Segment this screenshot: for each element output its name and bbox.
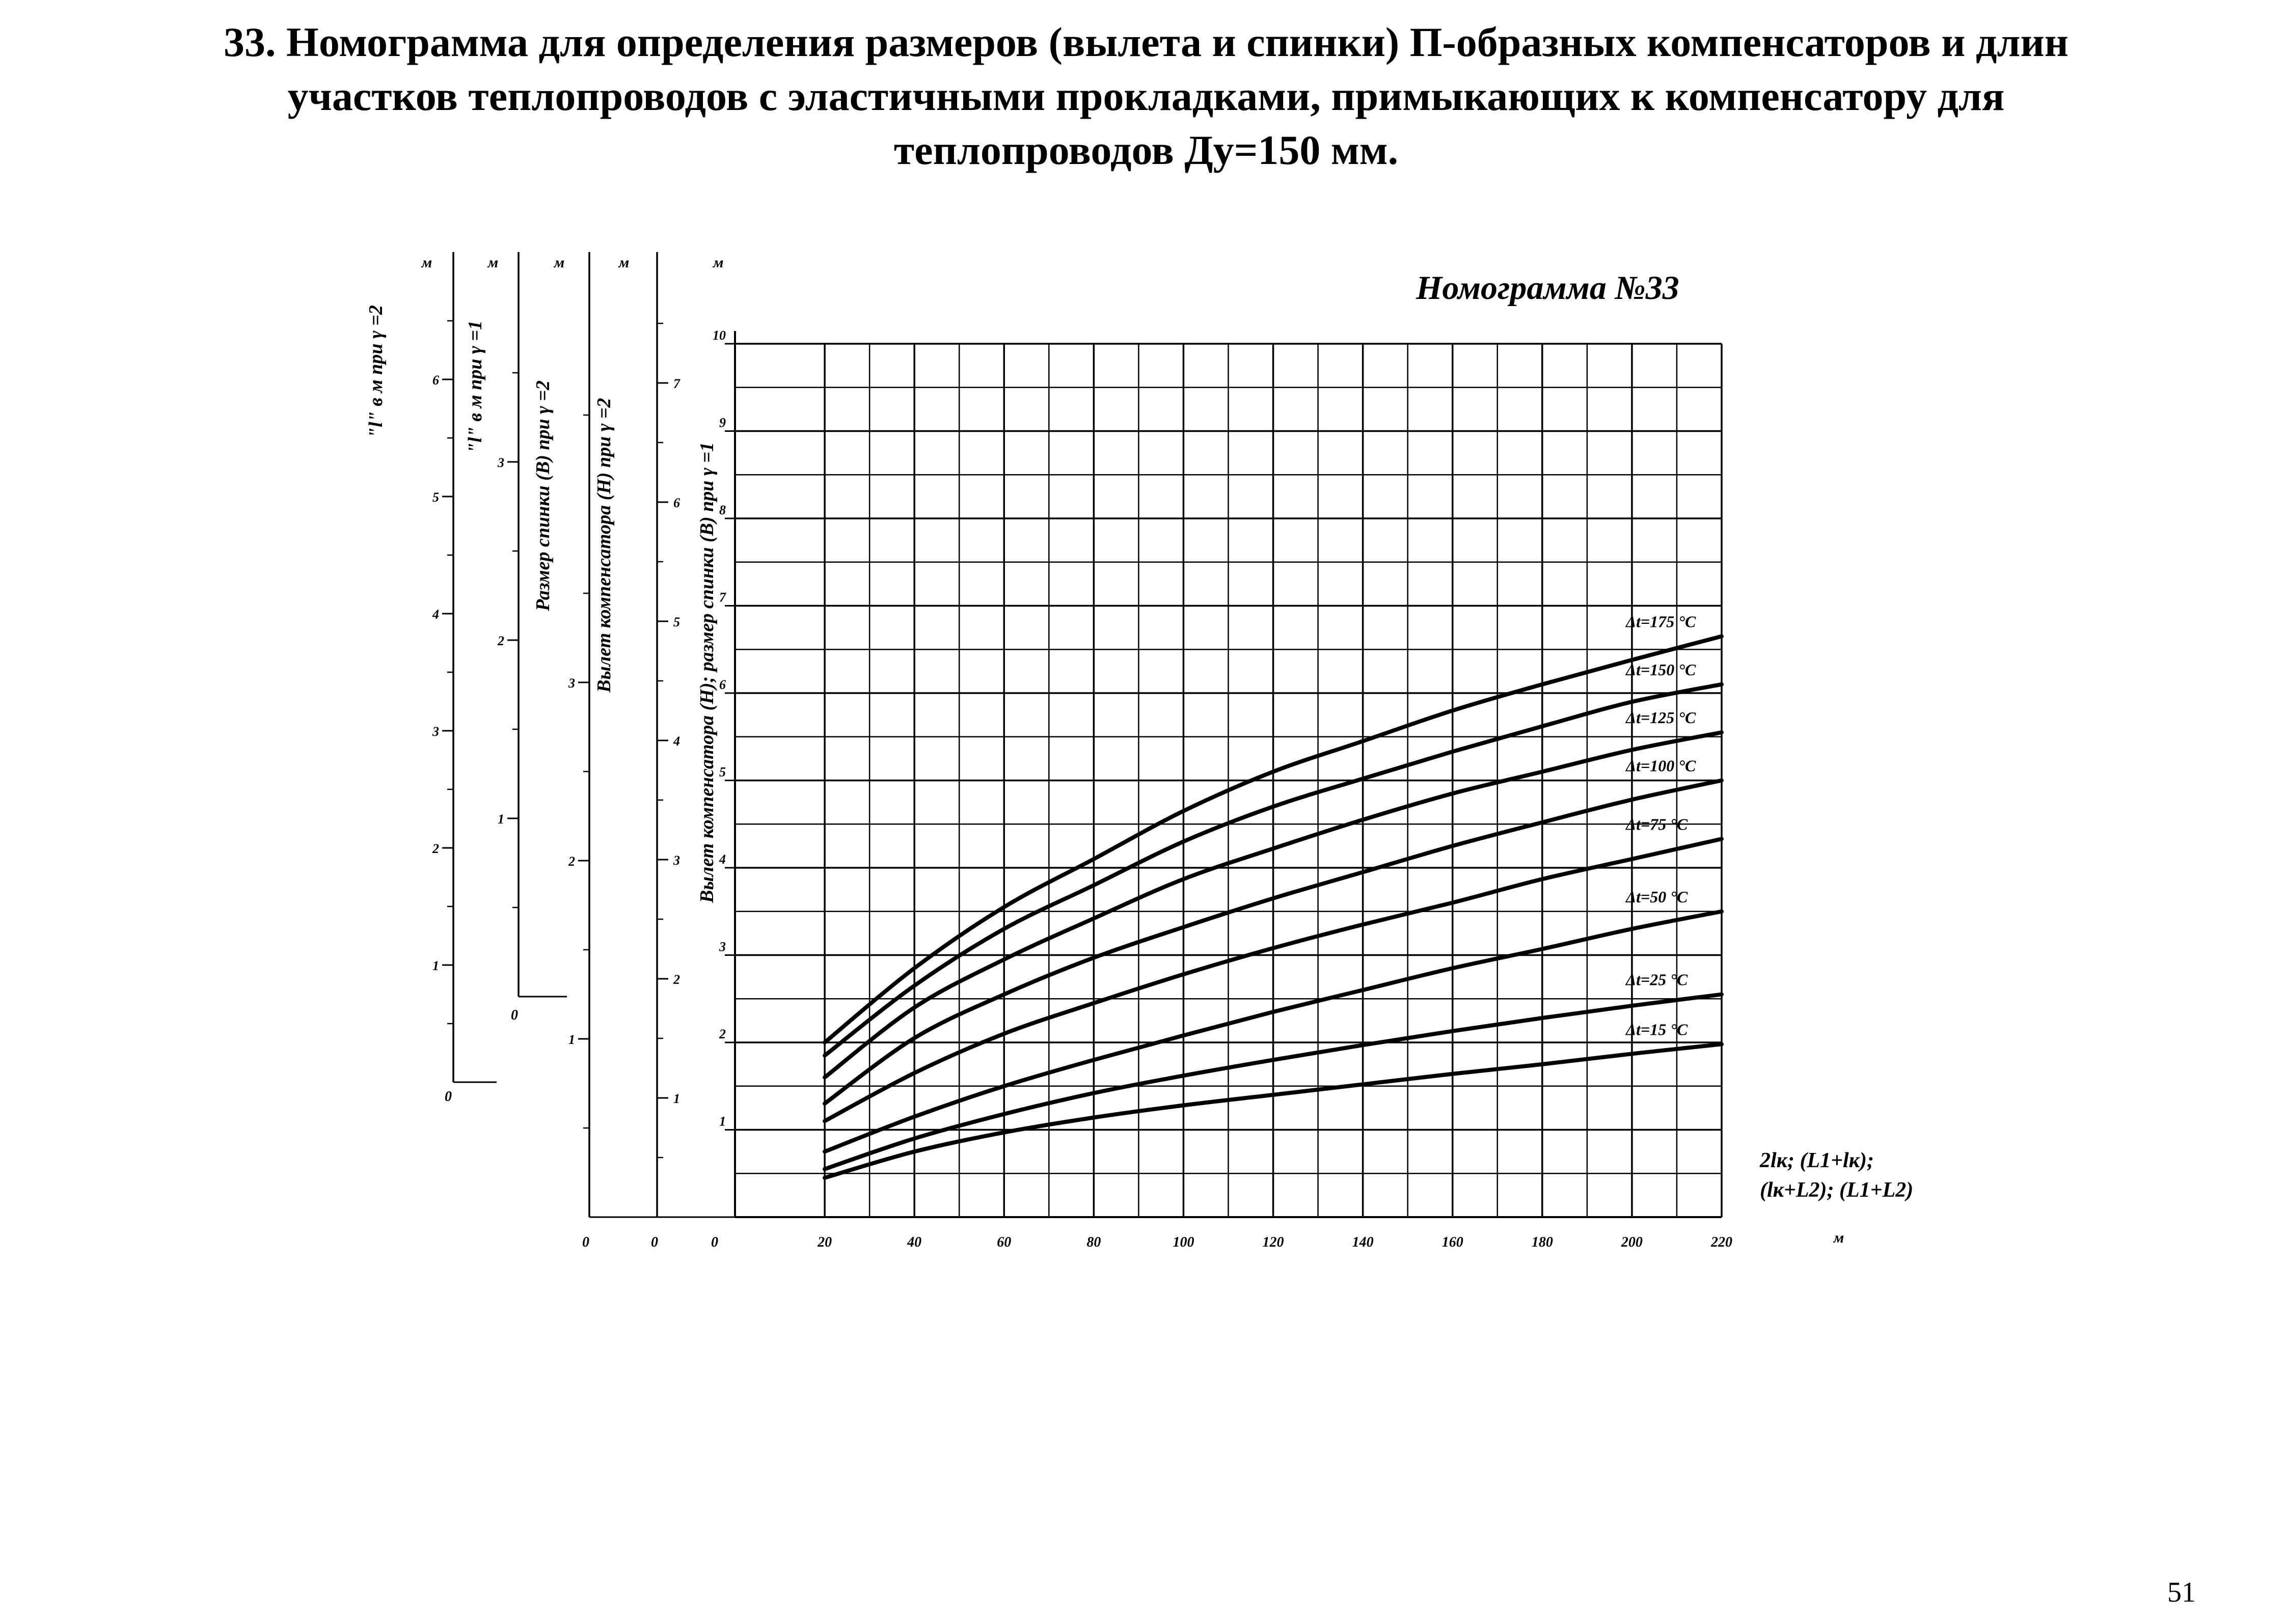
y-tick-label: 4 [719, 852, 726, 867]
y-tick-label: 1 [719, 1114, 726, 1129]
x-tick-label: 160 [1442, 1234, 1463, 1250]
side-scale-tick-label-0: 6 [432, 373, 439, 388]
y-tick-label: 8 [719, 503, 726, 517]
side-scale-label-2: Размер спинки (B) при γ =2 [532, 380, 554, 612]
x-tick-label: 120 [1263, 1234, 1284, 1250]
side-scale-unit-2: м [553, 254, 565, 271]
side-scale-unit-3: м [618, 254, 630, 271]
side-scale-tick-label-1: 1 [498, 812, 504, 827]
y-tick-label: 9 [719, 416, 726, 430]
y-tick-label: 3 [719, 940, 726, 954]
side-scale-zero-0: 0 [445, 1089, 452, 1105]
x-tick-label: 200 [1621, 1234, 1643, 1250]
side-scale-label-1: "l" в м при γ =1 [465, 320, 486, 453]
side-scale-tick-label-3: 3 [673, 853, 680, 868]
series-line-6 [823, 992, 1724, 1171]
x-tick-label: 20 [817, 1234, 832, 1250]
side-scale-tick-label-1: 2 [497, 634, 504, 648]
side-scale-tick-label-3: 5 [673, 615, 680, 629]
heading-line-3: теплопроводов Ду=150 мм. [893, 127, 1399, 173]
series-label-5: Δt=50 °C [1625, 888, 1688, 906]
side-scale-tick-label-2: 1 [568, 1032, 575, 1047]
side-scale-tick-label-3: 4 [673, 734, 680, 749]
side-scale-tick-label-2: 2 [568, 854, 575, 869]
page-heading: 33. Номограмма для определения размеров … [76, 15, 2216, 177]
side-scale-tick-label-0: 3 [432, 724, 439, 739]
side-scale-label-0: "l" в м при γ =2 [365, 305, 387, 438]
x-tick-label: 100 [1173, 1234, 1194, 1250]
side-scale-tick-label-3: 6 [673, 496, 680, 510]
x-tick-label: 220 [1710, 1234, 1732, 1250]
series-label-1: Δt=150 °C [1625, 660, 1696, 679]
series-line-2 [823, 730, 1724, 1080]
y-tick-label: 2 [719, 1027, 726, 1041]
nomogram-title: Номограмма №33 [1416, 269, 1679, 307]
series-label-2: Δt=125 °C [1625, 708, 1696, 727]
series-line-3 [823, 778, 1724, 1106]
y-axis-unit: м [712, 254, 724, 271]
y-tick-label: 7 [719, 590, 726, 605]
y-tick-label: 6 [719, 677, 726, 692]
heading-line-2: участков теплопроводов с эластичными про… [287, 73, 2005, 119]
page-number: 51 [2167, 1577, 2196, 1608]
x-tick-label: 0 [711, 1234, 718, 1250]
x-tick-label: 140 [1352, 1234, 1374, 1250]
side-scale-tick-label-0: 4 [432, 607, 439, 622]
side-scale-zero-1: 0 [511, 1007, 518, 1023]
side-scale-tick-label-0: 2 [432, 841, 439, 856]
side-scale-label-3: Вылет компенсатора (H) при γ =2 [593, 398, 615, 693]
x-axis-unit: м [1833, 1229, 1844, 1246]
side-scale-tick-label-0: 5 [432, 490, 439, 505]
series-line-5 [823, 909, 1724, 1154]
x-tick-label: 40 [907, 1234, 921, 1250]
x-tick-label: 80 [1086, 1234, 1101, 1250]
side-scale-zero-2: 0 [582, 1234, 589, 1250]
series-line-0 [823, 634, 1724, 1044]
x-axis-title-line-2: (lк+L2); (L1+L2) [1760, 1178, 1913, 1202]
side-scale-unit-0: м [421, 254, 432, 271]
series-label-4: Δt=75 °C [1625, 815, 1688, 833]
side-scale-tick-label-2: 3 [568, 676, 575, 691]
y-tick-label: 5 [719, 765, 726, 780]
series-label-0: Δt=175 °C [1625, 613, 1696, 631]
series-line-4 [823, 837, 1724, 1123]
side-scale-tick-label-0: 1 [432, 958, 439, 973]
y-axis-title: Вылет компенсатора (H); размер спинки (B… [696, 442, 718, 903]
heading-line-1: 33. Номограмма для определения размеров … [224, 19, 2069, 65]
series-label-3: Δt=100 °C [1625, 757, 1696, 775]
series-line-1 [823, 682, 1724, 1058]
side-scale-tick-label-3: 2 [673, 972, 680, 987]
y-tick-label: 10 [713, 328, 726, 343]
side-scale-tick-label-3: 1 [673, 1091, 680, 1106]
side-scale-tick-label-1: 3 [497, 455, 504, 470]
series-line-7 [823, 1042, 1724, 1180]
side-scale-unit-1: м [487, 254, 499, 271]
x-tick-label: 60 [997, 1234, 1011, 1250]
side-scale-tick-label-3: 7 [673, 376, 681, 391]
x-axis-title-line-1: 2lк; (L1+lк); [1759, 1149, 1874, 1172]
side-scale-zero-3: 0 [651, 1234, 658, 1250]
x-tick-label: 180 [1532, 1234, 1553, 1250]
series-label-6: Δt=25 °C [1625, 971, 1688, 989]
series-label-7: Δt=15 °C [1625, 1020, 1688, 1038]
